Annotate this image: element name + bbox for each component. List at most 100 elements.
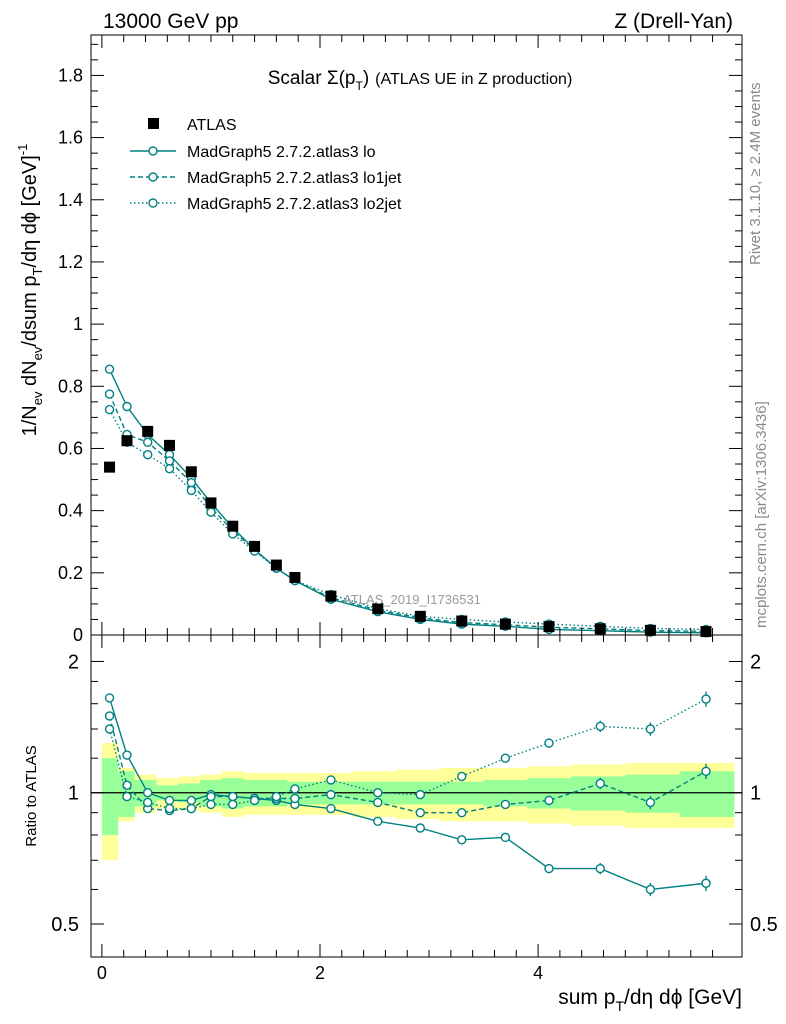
ratio-1-point-10 [326, 789, 336, 800]
y-axis-label: 1/Nev dNev/dsum pT/dη dϕ [GeV]-1 [15, 144, 45, 437]
ratio-1-point-0 [104, 711, 115, 721]
legend-atlas-label: ATLAS [187, 117, 237, 134]
ratio-1-point-14 [500, 799, 511, 810]
atlas-point-8 [270, 559, 282, 571]
legend-lo2jet-marker [148, 198, 158, 208]
atlas-point-17 [644, 624, 656, 636]
title-close: ) [363, 68, 369, 89]
legend-lo1jet-label: MadGraph5 2.7.2.atlas3 lo1jet [187, 170, 402, 187]
ratio-2-point-12 [415, 789, 426, 800]
ratio-0-point-4 [186, 795, 197, 806]
ratio-2-point-5 [206, 799, 216, 810]
ratio-0-point-12 [415, 823, 426, 833]
ratio-tick-label-right-2: 2 [750, 651, 761, 673]
analysis-ref-label: ATLAS_2019_I1736531 [343, 592, 481, 607]
ratio-2-point-2 [143, 797, 153, 808]
ratio-0-point-11 [373, 816, 383, 826]
x-axis-label: sum pT/dη dϕ [GeV] [558, 986, 742, 1014]
atlas-point-14 [499, 618, 511, 630]
atlas-point-9 [289, 571, 301, 583]
atlas-point-7 [249, 540, 261, 552]
axes: 0 0.2 0.4 0.6 0.8 1 1.2 1.4 1.6 1.8 0 2 4 0.5 0.5 1 1 2 2 [51, 35, 778, 983]
ratio-band-inner-0 [101, 758, 119, 835]
x-tick-label-2: 4 [533, 963, 543, 983]
ratio-panel-content [91, 691, 742, 897]
ratio-0-point-18 [701, 878, 711, 888]
ratio-2-point-13 [457, 771, 467, 782]
ratio-0-point-1 [122, 750, 132, 760]
ratio-axis-label: Ratio to ATLAS [23, 745, 40, 846]
ratio-2-point-4 [186, 803, 197, 814]
atlas-point-16 [594, 623, 606, 635]
mcplots-label: mcplots.cern.ch [arXiv:1306.3436] [753, 401, 770, 628]
series-1-point-2 [143, 437, 153, 447]
ratio-0-point-17 [645, 884, 656, 895]
title-main: Scalar Σ(p [268, 68, 356, 89]
ratio-2-point-9 [290, 784, 300, 794]
series-2-point-0 [104, 404, 115, 415]
ratio-2-point-7 [249, 795, 260, 806]
atlas-point-12 [414, 610, 426, 622]
ratio-1-point-17 [645, 797, 656, 808]
series-0-point-1 [122, 401, 132, 412]
ratio-1-point-18 [701, 766, 711, 776]
series-2-point-5 [206, 507, 216, 517]
series-2-point-2 [143, 449, 153, 460]
y-tick-label-6: 1.2 [58, 252, 83, 272]
atlas-point-18 [700, 626, 712, 638]
x-tick-label-0: 0 [97, 963, 107, 983]
ratio-1-point-12 [415, 807, 426, 818]
ratio-1-point-6 [228, 791, 238, 802]
y-tick-label-5: 1 [73, 314, 83, 334]
ratio-1-point-15 [544, 795, 554, 806]
y-tick-label-1: 0.2 [58, 563, 83, 583]
series-0-point-0 [104, 364, 115, 374]
beam-energy-label: 13000 GeV pp [103, 10, 238, 33]
y-tick-label-3: 0.6 [58, 438, 83, 458]
ratio-0-point-16 [595, 863, 605, 874]
legend: ATLAS MadGraph5 2.7.2.atlas3 lo MadGraph… [130, 117, 402, 213]
ratio-tick-label-right-0: 0.5 [750, 914, 778, 936]
ratio-2-point-17 [645, 724, 656, 734]
y-tick-label-4: 0.8 [58, 376, 83, 396]
y-tick-label-9: 1.8 [58, 65, 83, 85]
atlas-point-5 [205, 497, 217, 509]
ratio-tick-label-right-1: 1 [750, 783, 761, 805]
ratio-0-point-15 [544, 863, 554, 874]
ratio-band-inner-17 [625, 774, 680, 813]
ratio-2-point-14 [500, 753, 511, 763]
series-2-point-4 [186, 485, 197, 496]
atlas-point-6 [227, 520, 239, 532]
atlas-point-15 [543, 621, 555, 633]
ratio-2-point-15 [544, 738, 554, 748]
ratio-panel-frame [90, 634, 743, 958]
process-label: Z (Drell-Yan) [614, 10, 733, 33]
atlas-point-11 [372, 603, 384, 615]
legend-lo-label: MadGraph5 2.7.2.atlas3 lo [187, 144, 376, 161]
ratio-1-point-9 [290, 793, 300, 804]
atlas-point-13 [456, 615, 468, 627]
atlas-point-0 [104, 461, 116, 473]
ratio-0-point-0 [104, 693, 115, 703]
ratio-2-point-10 [326, 775, 336, 785]
x-tick-label-1: 2 [315, 963, 325, 983]
ratio-0-point-10 [326, 803, 336, 814]
ratio-2-point-8 [271, 791, 282, 802]
plot-title: Scalar Σ(pT) (ATLAS UE in Z production) [268, 68, 573, 93]
legend-lo2jet-label: MadGraph5 2.7.2.atlas3 lo2jet [187, 196, 402, 213]
ratio-2-point-18 [701, 694, 711, 704]
ratio-tick-label-left-2: 2 [68, 651, 79, 673]
title-description: (ATLAS UE in Z production) [375, 71, 572, 88]
ratio-1-point-16 [595, 778, 605, 789]
ratio-1-point-11 [373, 797, 383, 808]
series-2-point-3 [164, 463, 175, 474]
series-1-point-0 [104, 389, 115, 399]
legend-lo1jet-marker [148, 172, 158, 182]
y-tick-label-2: 0.4 [58, 501, 83, 521]
y-tick-label-7: 1.4 [58, 190, 83, 210]
title-subscript: T [356, 79, 364, 93]
legend-atlas-marker [148, 118, 159, 129]
atlas-point-4 [185, 466, 197, 478]
rivet-version-label: Rivet 3.1.10, ≥ 2.4M events [747, 83, 764, 266]
